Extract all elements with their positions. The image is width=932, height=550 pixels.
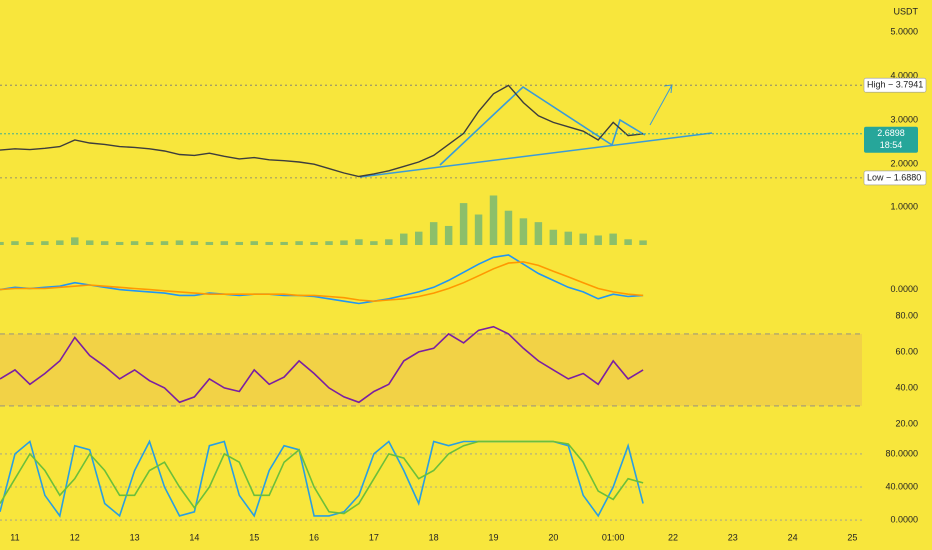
x-tick-label: 22: [668, 532, 678, 542]
volume-bar: [594, 235, 602, 245]
volume-bar: [414, 231, 423, 245]
volume-bar: [355, 239, 363, 245]
series-line: [0, 440, 644, 515]
x-tick-label: 13: [130, 532, 140, 542]
countdown-label: 18:54: [880, 140, 903, 150]
volume-bar: [474, 214, 483, 245]
y-tick-label: 80.0000: [885, 448, 918, 458]
y-tick-label: 80.00: [895, 310, 918, 320]
x-tick-label: 24: [788, 532, 798, 542]
y-tick-label: 60.00: [895, 346, 918, 356]
level-label: Low − 1.6880: [867, 172, 921, 182]
volume-bar: [205, 241, 214, 245]
volume-bar: [115, 241, 124, 245]
volume-bar: [459, 203, 468, 245]
series-line: [0, 84, 644, 178]
unit-label: USDT: [894, 6, 919, 16]
volume-bar: [280, 241, 288, 245]
volume-bar: [489, 195, 498, 245]
x-tick-label: 25: [847, 532, 857, 542]
volume-bar: [370, 241, 378, 245]
volume-bar: [609, 233, 617, 245]
y-tick-label: 20.00: [895, 418, 918, 428]
volume-bar: [26, 241, 34, 245]
level-label: High − 3.7941: [867, 80, 923, 90]
series-line: [0, 254, 644, 305]
x-tick-label: 14: [189, 532, 199, 542]
volume-bar: [429, 222, 438, 245]
volume-bar: [564, 231, 573, 245]
pattern-line: [439, 85, 613, 166]
last-price-box: [864, 126, 918, 153]
volume-bar: [71, 237, 79, 245]
volume-bar: [519, 218, 528, 245]
volume-bar: [504, 210, 513, 245]
level-label-box: [863, 170, 927, 186]
volume-bar: [444, 225, 453, 245]
x-tick-label: 01:00: [602, 532, 625, 542]
volume-bar: [11, 241, 19, 245]
x-tick-label: 23: [728, 532, 738, 542]
y-tick-label: 40.0000: [885, 481, 918, 491]
y-tick-label: 1.0000: [890, 201, 918, 211]
y-tick-label: 0.0000: [890, 284, 918, 294]
volume-bar: [85, 240, 94, 245]
trend-line: [359, 132, 713, 178]
drawings: [359, 84, 713, 178]
volume-bar: [145, 241, 154, 245]
volume-bar: [624, 239, 632, 245]
x-tick-label: 12: [70, 532, 80, 542]
y-tick-label: 2.0000: [890, 159, 918, 169]
series-line: [0, 325, 644, 404]
volume-bar: [41, 241, 49, 245]
volume-bar: [235, 241, 244, 245]
arrow: [649, 84, 673, 126]
x-tick-label: 17: [369, 532, 379, 542]
y-tick-label: 3.0000: [890, 115, 918, 125]
volume-bar: [400, 233, 408, 245]
volume-bar: [385, 239, 393, 245]
pattern-line: [611, 118, 646, 146]
volume-bar: [340, 240, 348, 245]
volume-bar: [265, 241, 273, 245]
volume-bar: [310, 241, 318, 245]
volume-bar: [295, 241, 303, 245]
rsi-band: [0, 333, 862, 406]
volume-bar: [175, 240, 184, 245]
y-tick-label: 5.0000: [890, 27, 918, 37]
volume-bar: [130, 241, 139, 245]
volume-bar: [639, 240, 647, 245]
volume-bar: [250, 241, 258, 245]
last-price-label: 2.6898: [877, 128, 905, 138]
volume-bar: [0, 241, 4, 245]
volume-bar: [190, 241, 199, 245]
x-tick-label: 15: [249, 532, 259, 542]
y-tick-label: 4.0000: [890, 71, 918, 81]
x-tick-label: 11: [10, 532, 19, 542]
series-line: [0, 261, 644, 303]
volume-bar: [56, 240, 64, 245]
y-tick-label: 0.0000: [890, 514, 918, 524]
volume-bar: [325, 241, 333, 245]
arrow-head: [663, 84, 673, 94]
x-tick-label: 19: [489, 532, 499, 542]
volume-bar: [100, 241, 109, 245]
volume-bar: [579, 233, 587, 245]
y-tick-label: 40.00: [895, 382, 918, 392]
x-tick-label: 20: [548, 532, 558, 542]
x-tick-label: 16: [309, 532, 319, 542]
level-label-box: [863, 77, 927, 93]
volume-bar: [549, 229, 558, 245]
volume-bar: [160, 241, 169, 245]
volume-bar: [220, 241, 229, 245]
volume-bar: [534, 222, 543, 245]
x-tick-label: 18: [429, 532, 439, 542]
